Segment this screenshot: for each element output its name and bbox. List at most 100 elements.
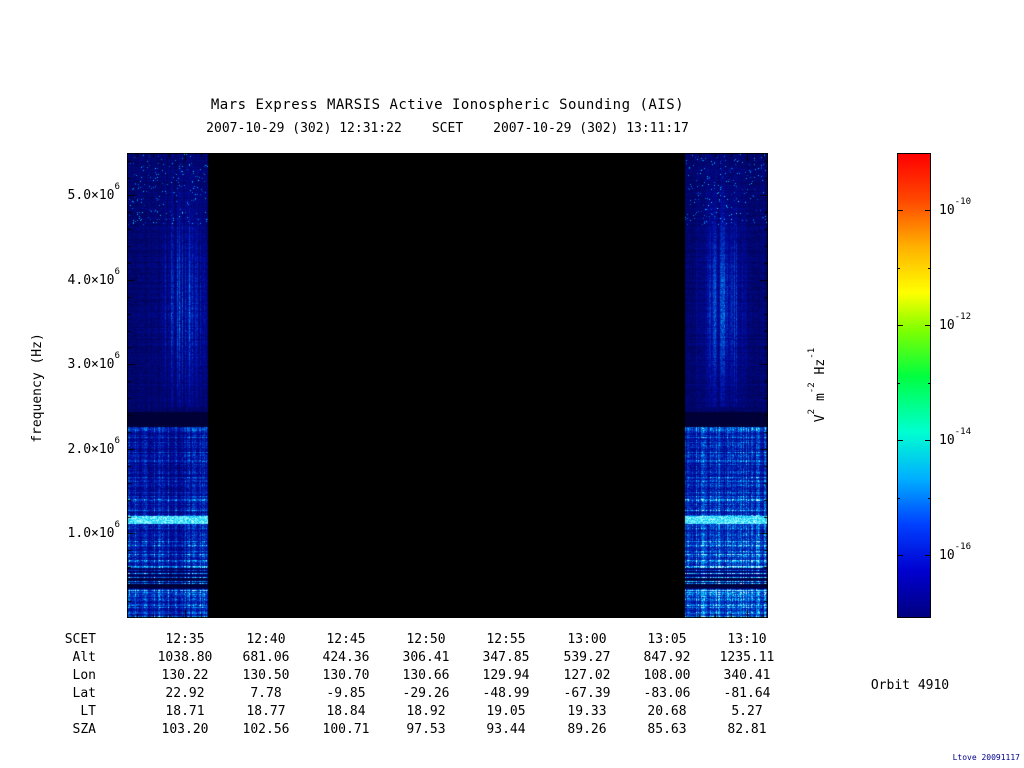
colorbar-tick bbox=[928, 383, 931, 384]
y-tick-label-2e6: 2.0×106 bbox=[50, 437, 120, 458]
table-row-sza: SZA 103.20 102.56 100.71 97.53 93.44 89.… bbox=[0, 722, 1024, 740]
tick-mantissa: 4.0×10 bbox=[67, 273, 115, 288]
version-stamp: Ltove 20091117 bbox=[952, 753, 1020, 762]
tick-exponent: 6 bbox=[114, 520, 120, 531]
table-cell: 100.71 bbox=[322, 722, 370, 737]
table-cell: 82.81 bbox=[727, 722, 767, 737]
table-cell: 97.53 bbox=[406, 722, 446, 737]
table-cell: 539.27 bbox=[563, 650, 611, 665]
table-cell: -9.85 bbox=[326, 686, 366, 701]
unit-exponent: -1 bbox=[807, 347, 818, 359]
table-cell: 18.84 bbox=[326, 704, 366, 719]
row-label-scet: SCET bbox=[64, 632, 96, 647]
colorbar-tick bbox=[897, 383, 900, 384]
tick-mantissa: 3.0×10 bbox=[67, 357, 115, 372]
table-cell: 13:10 bbox=[727, 632, 767, 647]
row-label-alt: Alt bbox=[72, 650, 96, 665]
table-cell: 12:50 bbox=[406, 632, 446, 647]
spectrogram-canvas bbox=[127, 153, 768, 618]
table-cell: -48.99 bbox=[482, 686, 530, 701]
table-cell: 89.26 bbox=[567, 722, 607, 737]
colorbar-tick-label-1e-12: 10-12 bbox=[939, 313, 999, 334]
table-cell: 13:05 bbox=[647, 632, 687, 647]
table-row-alt: Alt 1038.80 681.06 424.36 306.41 347.85 … bbox=[0, 650, 1024, 668]
table-cell: 20.68 bbox=[647, 704, 687, 719]
colorbar-tick bbox=[897, 268, 900, 269]
colorbar-tick bbox=[925, 325, 931, 326]
table-cell: 340.41 bbox=[723, 668, 771, 683]
colorbar-tick bbox=[925, 440, 931, 441]
colorbar-tick-label-1e-16: 10-16 bbox=[939, 543, 999, 564]
chart-title: Mars Express MARSIS Active Ionospheric S… bbox=[210, 97, 685, 113]
unit-part: Hz bbox=[813, 358, 828, 383]
subtitle-end-time: 2007-10-29 (302) 13:11:17 bbox=[493, 121, 689, 136]
y-axis-label: frequency (Hz) bbox=[30, 333, 45, 443]
row-label-lt: LT bbox=[80, 704, 96, 719]
unit-part: m bbox=[813, 393, 828, 409]
table-cell: 306.41 bbox=[402, 650, 450, 665]
table-cell: 130.66 bbox=[402, 668, 450, 683]
tick-mantissa: 2.0×10 bbox=[67, 442, 115, 457]
colorbar-tick bbox=[928, 498, 931, 499]
colorbar-tick bbox=[897, 440, 903, 441]
subtitle-scet-label: SCET bbox=[431, 121, 464, 136]
tick-exponent: 6 bbox=[114, 182, 120, 193]
chart-subtitle: 2007-10-29 (302) 12:31:22 SCET 2007-10-2… bbox=[127, 121, 768, 137]
colorbar-tick-label-1e-10: 10-10 bbox=[939, 198, 999, 219]
tick-mantissa: 5.0×10 bbox=[67, 188, 115, 203]
row-label-lat: Lat bbox=[72, 686, 96, 701]
table-cell: 12:55 bbox=[486, 632, 526, 647]
table-cell: 1038.80 bbox=[157, 650, 213, 665]
table-cell: 18.92 bbox=[406, 704, 446, 719]
tick-mantissa: 10 bbox=[939, 548, 955, 563]
table-cell: 130.50 bbox=[242, 668, 290, 683]
y-tick-label-5e6: 5.0×106 bbox=[50, 183, 120, 204]
orbit-label: Orbit 4910 bbox=[870, 678, 950, 693]
tick-exponent: 6 bbox=[114, 351, 120, 362]
table-cell: 85.63 bbox=[647, 722, 687, 737]
y-tick-label-1e6: 1.0×106 bbox=[50, 521, 120, 542]
colorbar-tick bbox=[897, 210, 903, 211]
table-cell: 7.78 bbox=[250, 686, 282, 701]
table-row-lt: LT 18.71 18.77 18.84 18.92 19.05 19.33 2… bbox=[0, 704, 1024, 722]
table-row-lat: Lat 22.92 7.78 -9.85 -29.26 -48.99 -67.3… bbox=[0, 686, 1024, 704]
table-cell: 347.85 bbox=[482, 650, 530, 665]
colorbar-tick bbox=[897, 325, 903, 326]
table-cell: 93.44 bbox=[486, 722, 526, 737]
table-cell: 12:40 bbox=[246, 632, 286, 647]
table-cell: -67.39 bbox=[563, 686, 611, 701]
table-cell: 13:00 bbox=[567, 632, 607, 647]
table-cell: 129.94 bbox=[482, 668, 530, 683]
tick-exponent: -14 bbox=[954, 427, 972, 438]
tick-exponent: -10 bbox=[954, 197, 972, 208]
table-cell: 102.56 bbox=[242, 722, 290, 737]
table-cell: 12:35 bbox=[165, 632, 205, 647]
colorbar-tick bbox=[897, 555, 903, 556]
unit-exponent: 2 bbox=[807, 408, 818, 415]
colorbar-tickmarks bbox=[897, 153, 931, 618]
table-cell: -29.26 bbox=[402, 686, 450, 701]
colorbar-tick bbox=[925, 210, 931, 211]
colorbar-unit-label: V2 m-2 Hz-1 bbox=[807, 285, 829, 485]
table-cell: 1235.11 bbox=[719, 650, 775, 665]
tick-mantissa: 10 bbox=[939, 318, 955, 333]
colorbar-tick bbox=[925, 555, 931, 556]
table-cell: 681.06 bbox=[242, 650, 290, 665]
table-cell: 18.77 bbox=[246, 704, 286, 719]
colorbar-tick-label-1e-14: 10-14 bbox=[939, 428, 999, 449]
row-label-lon: Lon bbox=[72, 668, 96, 683]
table-cell: 130.70 bbox=[322, 668, 370, 683]
table-cell: 5.27 bbox=[731, 704, 763, 719]
table-cell: 127.02 bbox=[563, 668, 611, 683]
tick-mantissa: 10 bbox=[939, 203, 955, 218]
tick-exponent: -16 bbox=[954, 542, 972, 553]
subtitle-start-time: 2007-10-29 (302) 12:31:22 bbox=[206, 121, 402, 136]
table-cell: 18.71 bbox=[165, 704, 205, 719]
unit-part: V bbox=[813, 414, 828, 423]
table-cell: 130.22 bbox=[161, 668, 209, 683]
table-cell: 108.00 bbox=[643, 668, 691, 683]
colorbar-bar bbox=[897, 153, 931, 618]
table-cell: 847.92 bbox=[643, 650, 691, 665]
table-cell: -81.64 bbox=[723, 686, 771, 701]
